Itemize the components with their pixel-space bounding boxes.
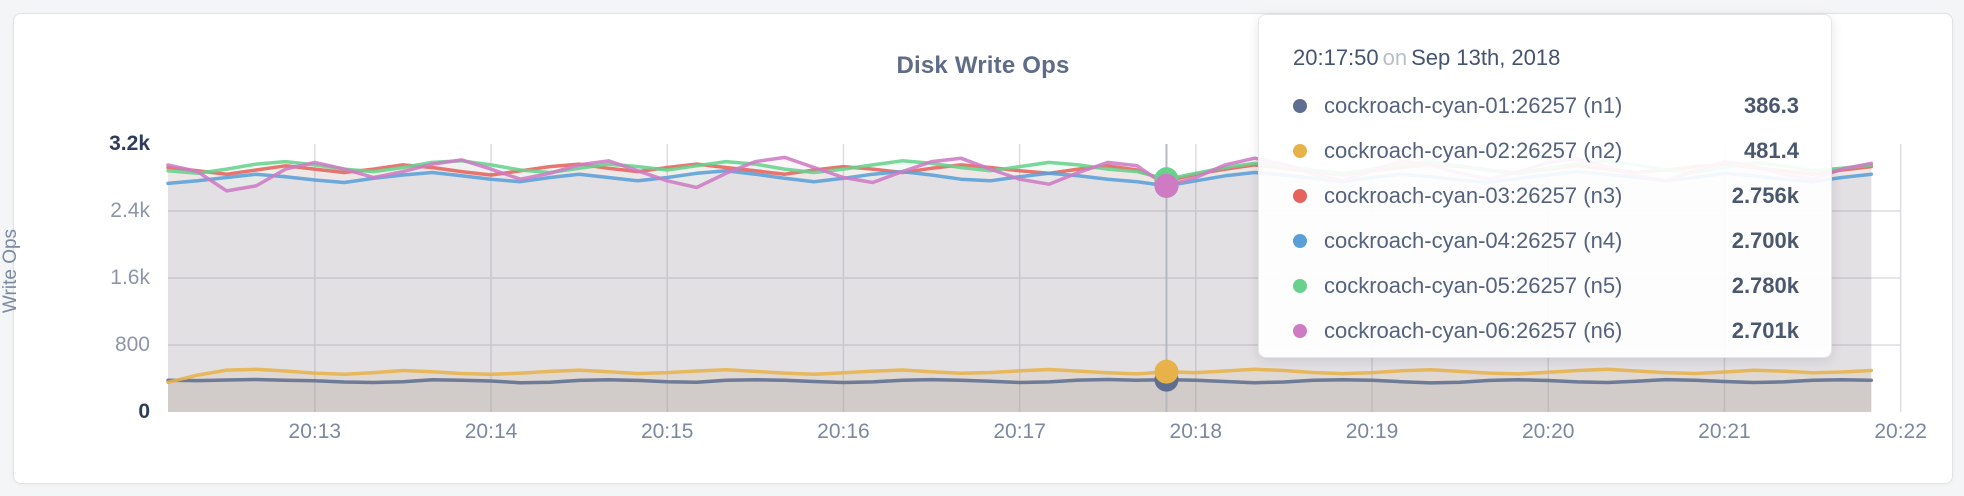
series-color-dot bbox=[1293, 233, 1307, 248]
series-name: cockroach-cyan-01:26257 (n1) bbox=[1324, 92, 1623, 118]
series-color-dot bbox=[1293, 278, 1307, 293]
tooltip-series-row: cockroach-cyan-02:26257 (n2) 481.4 bbox=[1291, 128, 1799, 173]
series-value: 2.701k bbox=[1731, 317, 1799, 343]
series-color-dot bbox=[1293, 143, 1307, 158]
series-name: cockroach-cyan-03:26257 (n3) bbox=[1324, 182, 1623, 208]
series-value: 2.756k bbox=[1731, 182, 1799, 208]
hover-tooltip: 20:17:50 on Sep 13th, 2018 cockroach-cyan-… bbox=[1258, 14, 1832, 358]
tooltip-time: 20:17:50 bbox=[1293, 45, 1379, 70]
tooltip-on-word: on bbox=[1382, 45, 1408, 70]
tooltip-series-row: cockroach-cyan-03:26257 (n3) 2.756k bbox=[1291, 173, 1799, 218]
series-name: cockroach-cyan-05:26257 (n5) bbox=[1324, 272, 1623, 298]
tooltip-series-row: cockroach-cyan-06:26257 (n6) 2.701k bbox=[1291, 308, 1799, 353]
series-value: 2.700k bbox=[1731, 227, 1799, 253]
hover-dot-6 bbox=[1154, 173, 1179, 198]
series-color-dot bbox=[1293, 323, 1307, 338]
series-value: 481.4 bbox=[1743, 137, 1799, 163]
tooltip-series-row: cockroach-cyan-04:26257 (n4) 2.700k bbox=[1291, 218, 1799, 263]
series-line-2 bbox=[166, 367, 1874, 385]
series-line-1 bbox=[166, 377, 1874, 385]
chart-title: Disk Write Ops bbox=[896, 52, 1070, 79]
series-color-dot bbox=[1293, 188, 1307, 203]
tooltip-header: 20:17:50 on Sep 13th, 2018 bbox=[1293, 43, 1799, 73]
series-name: cockroach-cyan-04:26257 (n4) bbox=[1324, 227, 1623, 253]
series-name: cockroach-cyan-06:26257 (n6) bbox=[1324, 317, 1623, 343]
tooltip-date: Sep 13th, 2018 bbox=[1411, 45, 1561, 70]
hover-dot-2 bbox=[1154, 359, 1179, 384]
tooltip-series-row: cockroach-cyan-01:26257 (n1) 386.3 bbox=[1291, 83, 1799, 128]
series-color-dot bbox=[1293, 98, 1307, 113]
series-value: 2.780k bbox=[1731, 272, 1799, 298]
series-area-1 bbox=[168, 379, 1872, 412]
tooltip-series-row: cockroach-cyan-05:26257 (n5) 2.780k bbox=[1291, 263, 1799, 308]
series-value: 386.3 bbox=[1743, 92, 1799, 118]
series-name: cockroach-cyan-02:26257 (n2) bbox=[1324, 137, 1623, 163]
